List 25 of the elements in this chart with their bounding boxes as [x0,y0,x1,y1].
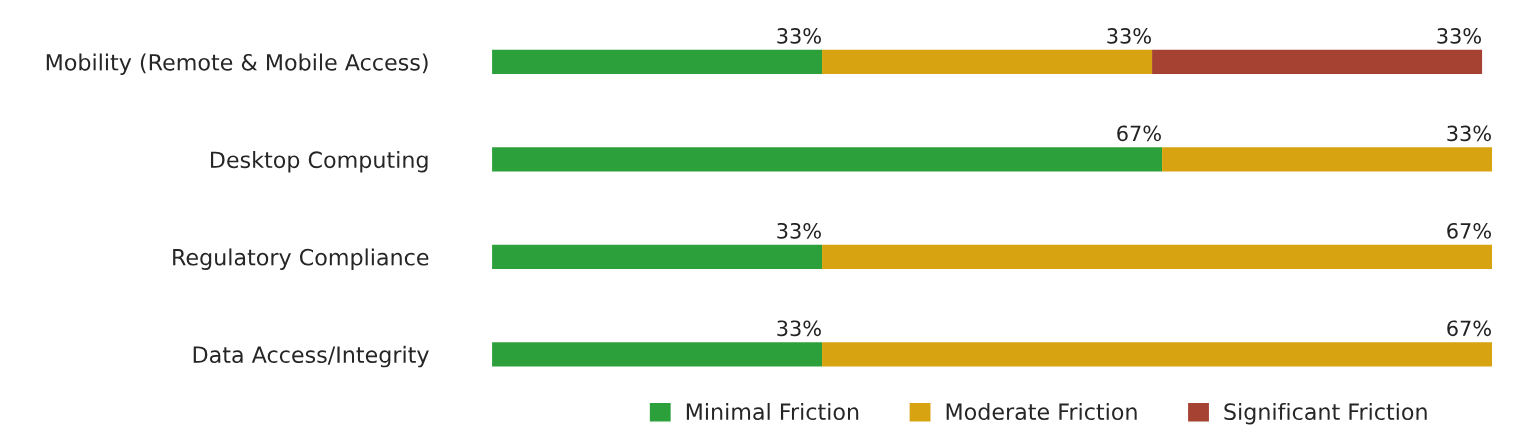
y-tick-label: Desktop Computing [210,150,428,173]
bar [822,342,1493,367]
data-label: 33% [1447,125,1491,142]
data-label: 33% [777,222,821,239]
y-tick-label: Mobility (Remote & Mobile Access) [46,53,428,75]
bar [492,147,1163,172]
bar [492,342,823,367]
legend-label: Significant Friction [1224,402,1427,425]
bar [492,244,823,270]
data-label: 67% [1117,125,1161,142]
legend-label: Minimal Friction [686,402,859,421]
data-label: 33% [777,320,821,337]
bar [492,49,823,75]
legend-label: Moderate Friction [946,402,1137,421]
y-tick-label: Regulatory Compliance [173,248,429,270]
data-label: 33% [1107,28,1151,44]
data-label: 33% [777,28,821,44]
bar [1152,49,1483,75]
bar [822,244,1493,270]
bar [1162,147,1493,172]
bar [822,49,1153,75]
data-label: 67% [1447,222,1491,239]
y-tick-label: Data Access/Integrity [193,345,429,368]
data-label: 33% [1437,28,1481,44]
data-label: 67% [1447,320,1491,337]
